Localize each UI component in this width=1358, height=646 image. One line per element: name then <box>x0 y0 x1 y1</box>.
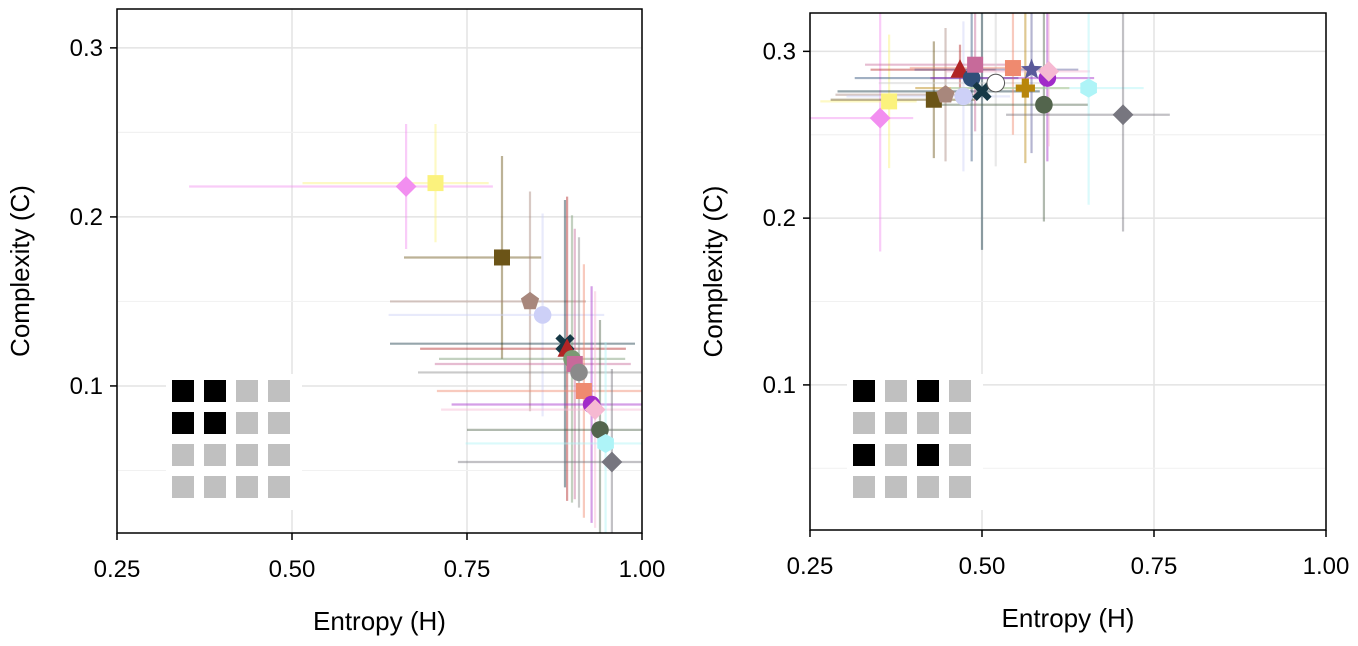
data-point <box>1015 78 1035 98</box>
data-point <box>1020 58 1043 79</box>
data-point <box>881 93 898 110</box>
data-point <box>584 399 606 421</box>
data-point <box>1035 95 1053 114</box>
data-point <box>869 107 891 129</box>
error-bars <box>189 123 642 533</box>
inset-cell <box>172 412 194 434</box>
data-point <box>1080 78 1097 98</box>
left-panel: 0.25 0.50 0.75 1.00 0.1 0.2 0.3 Entropy (H) Comp… <box>5 8 666 636</box>
inset-cell <box>268 476 290 498</box>
data-point <box>967 56 984 73</box>
x-tick-label: 0.75 <box>444 556 491 583</box>
inset-cell <box>917 444 939 466</box>
inset-cell <box>853 380 875 402</box>
inset-cell <box>172 476 194 498</box>
inset-cell <box>172 444 194 466</box>
inset-pattern <box>847 374 983 510</box>
inset-cell <box>204 444 226 466</box>
data-point <box>1112 104 1134 126</box>
x-tick-label: 0.50 <box>269 556 316 583</box>
x-tick-label: 0.25 <box>94 556 141 583</box>
x-tick-label: 0.25 <box>787 553 834 580</box>
data-point <box>936 85 955 103</box>
inset-cell <box>853 476 875 498</box>
inset-cell <box>917 412 939 434</box>
inset-cell <box>917 476 939 498</box>
x-tick-label: 0.50 <box>959 553 1006 580</box>
plot-frame <box>116 8 643 534</box>
inset-cell <box>236 412 258 434</box>
y-tick-label: 0.3 <box>763 38 796 65</box>
data-point <box>395 176 417 197</box>
x-tick-label: 1.00 <box>619 556 666 583</box>
inset-pattern <box>166 374 302 510</box>
y-axis-label: Complexity (C) <box>5 185 35 357</box>
inset-cell <box>949 412 971 434</box>
data-point <box>570 363 588 382</box>
data-point <box>494 249 510 266</box>
inset-cell <box>917 380 939 402</box>
plot-frame <box>809 12 1327 531</box>
data-point <box>597 433 614 454</box>
x-axis-label: Entropy (H) <box>313 606 446 636</box>
data-point <box>1038 60 1060 82</box>
inset-cell <box>236 380 258 402</box>
y-tick-label: 0.3 <box>70 35 103 62</box>
x-axis-label: Entropy (H) <box>1002 603 1135 633</box>
inset-cell <box>949 380 971 402</box>
data-point <box>427 175 444 192</box>
data-point <box>575 383 592 400</box>
x-tick-label: 1.00 <box>1303 553 1350 580</box>
right-panel: 0.25 0.50 0.75 1.00 0.1 0.2 0.3 Entropy (H) Comp… <box>698 12 1350 633</box>
inset-cell <box>172 380 194 402</box>
data-points <box>395 175 623 473</box>
inset-cell <box>236 444 258 466</box>
inset-cell <box>885 444 907 466</box>
y-axis-label: Complexity (C) <box>698 186 728 358</box>
y-tick-label: 0.2 <box>70 204 103 231</box>
data-point <box>954 87 973 106</box>
inset-cell <box>204 412 226 434</box>
data-points <box>869 56 1134 129</box>
data-point <box>601 451 623 473</box>
data-point <box>591 421 609 439</box>
inset-cell <box>204 476 226 498</box>
inset-cell <box>949 444 971 466</box>
data-point <box>1004 60 1021 77</box>
inset-cell <box>885 380 907 402</box>
inset-cell <box>885 476 907 498</box>
inset-cell <box>853 444 875 466</box>
inset-cell <box>204 380 226 402</box>
inset-cell <box>853 412 875 434</box>
inset-cell <box>268 380 290 402</box>
data-point <box>986 73 1006 93</box>
inset-cell <box>268 412 290 434</box>
data-point <box>520 291 540 310</box>
error-bars <box>810 13 1170 252</box>
data-point <box>533 306 552 324</box>
inset-cell <box>236 476 258 498</box>
y-tick-label: 0.2 <box>763 205 796 232</box>
inset-cell <box>885 412 907 434</box>
inset-cell <box>268 444 290 466</box>
data-point <box>962 69 981 87</box>
inset-cell <box>949 476 971 498</box>
data-point <box>972 81 992 101</box>
y-tick-label: 0.1 <box>70 373 103 400</box>
x-tick-label: 0.75 <box>1131 553 1178 580</box>
y-tick-label: 0.1 <box>763 372 796 399</box>
